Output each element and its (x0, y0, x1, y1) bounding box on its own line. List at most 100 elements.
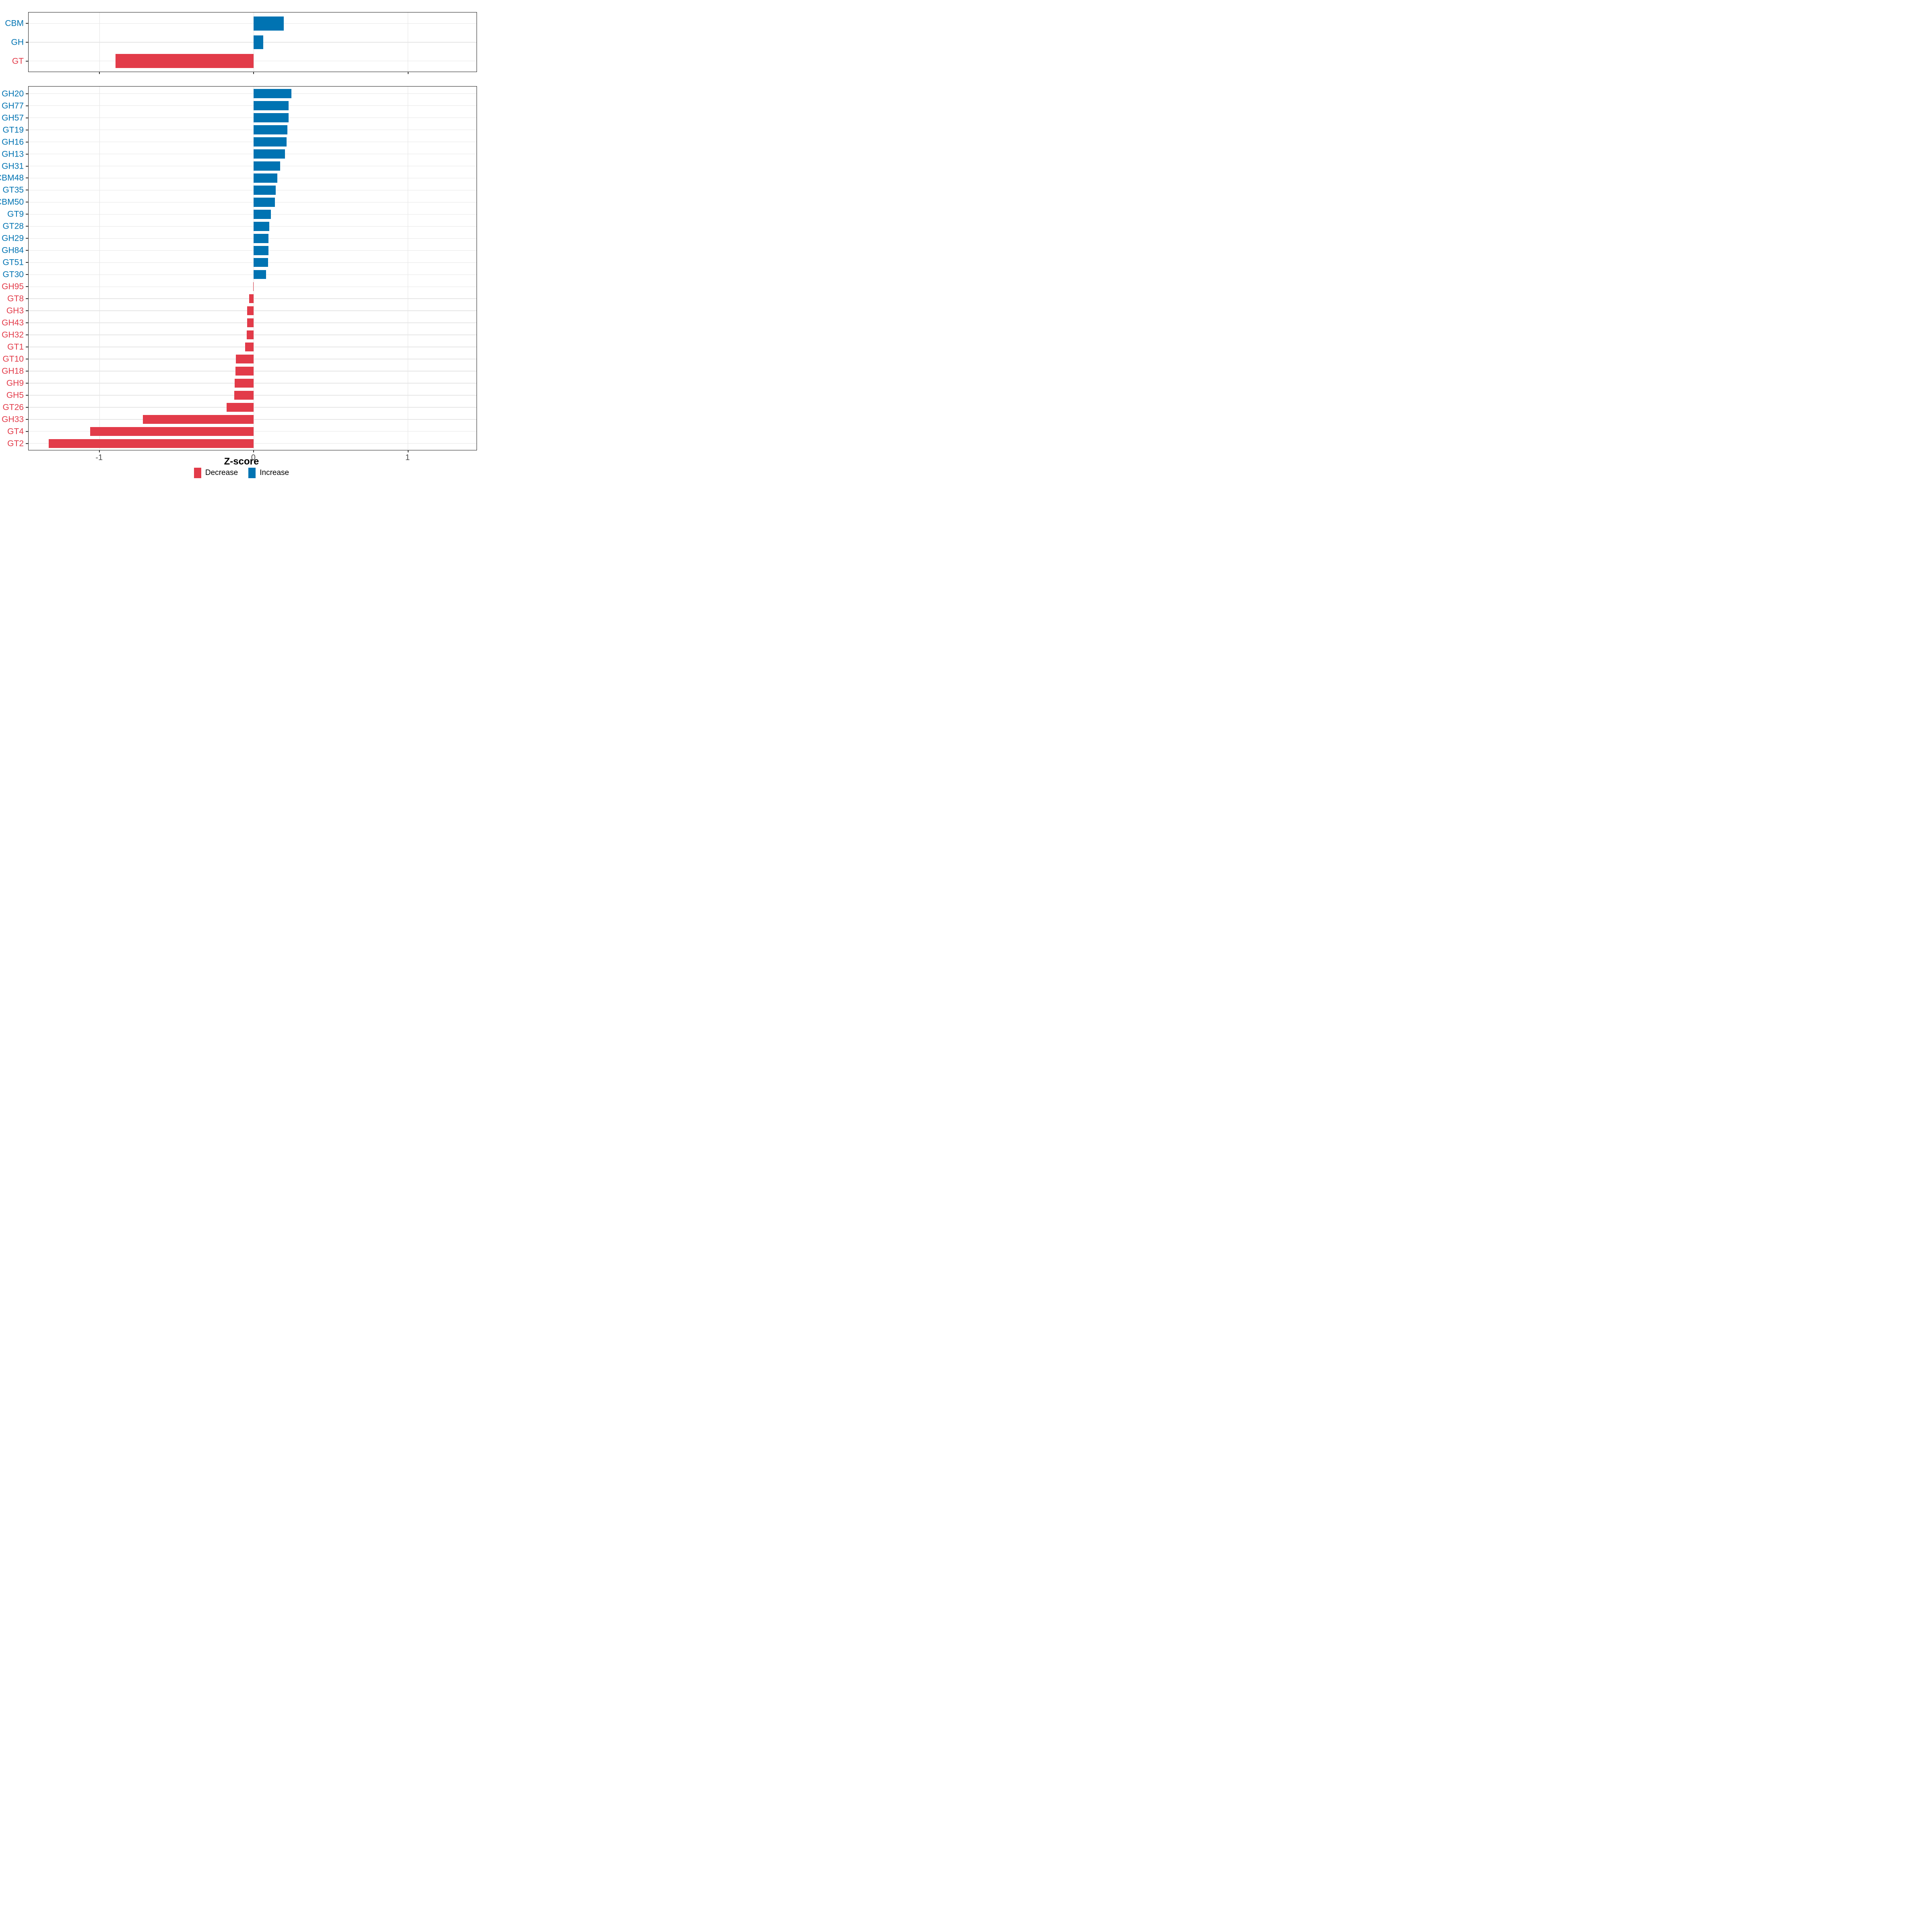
x-tick-label-1: 1 (405, 453, 410, 462)
bar-GT4 (90, 427, 254, 436)
category-label-GH43: GH43 (2, 318, 24, 328)
bar-GT19 (254, 125, 288, 134)
category-label-GT4: GT4 (7, 427, 24, 436)
x-tick--1-panel1 (99, 450, 100, 452)
bar-GT8 (249, 294, 254, 303)
bar-GT35 (254, 186, 276, 195)
y-tick-GH84 (26, 250, 29, 251)
category-label-CBM48: CBM48 (0, 173, 24, 183)
legend-entry-increase: Increase (248, 468, 289, 478)
y-tick-GH31 (26, 165, 29, 167)
category-label-GH95: GH95 (2, 282, 24, 291)
y-tick-GT30 (26, 274, 29, 275)
y-tick-GT26 (26, 407, 29, 408)
y-tick-GH9 (26, 382, 29, 384)
category-label-GT10: GT10 (2, 354, 24, 364)
gridline-row-GT9 (29, 214, 477, 215)
bar-GH43 (247, 318, 254, 328)
category-label-GT26: GT26 (2, 402, 24, 412)
y-tick-GH (26, 42, 29, 43)
category-label-GT30: GT30 (2, 270, 24, 279)
bar-GH5 (234, 390, 254, 400)
gridline-row-CBM (29, 23, 477, 24)
gridline-row-GH84 (29, 250, 477, 251)
legend-entry-decrease: Decrease (194, 468, 238, 478)
y-tick-GT8 (26, 298, 29, 299)
bar-GT1 (245, 342, 254, 352)
x-tick-1-panel1 (407, 450, 409, 452)
y-tick-GH5 (26, 394, 29, 396)
y-tick-GT28 (26, 226, 29, 227)
bar-GH32 (246, 330, 254, 340)
category-label-CBM: CBM (5, 19, 24, 28)
y-tick-GT (26, 60, 29, 62)
x-tick--1-panel0 (99, 71, 100, 74)
gridline-row-GH77 (29, 105, 477, 106)
category-label-GH32: GH32 (2, 330, 24, 340)
category-label-GH84: GH84 (2, 246, 24, 255)
gridline-row-GT28 (29, 226, 477, 227)
bar-GH3 (247, 306, 254, 316)
gridline-x--1 (99, 86, 100, 450)
category-label-GH57: GH57 (2, 113, 24, 123)
bar-GH13 (254, 149, 285, 159)
category-label-GT51: GT51 (2, 258, 24, 267)
category-label-GH33: GH33 (2, 415, 24, 424)
category-label-GH: GH (11, 37, 24, 47)
legend-swatch-increase (248, 468, 256, 478)
y-tick-GT2 (26, 443, 29, 444)
gridline-row-GH20 (29, 93, 477, 94)
category-label-GH13: GH13 (2, 149, 24, 159)
panel-cazyme-class-summary: CBM GH GT (5, 12, 477, 74)
legend-label-decrease: Decrease (205, 469, 238, 477)
bar-GH18 (235, 366, 254, 376)
x-tick-label--1: -1 (95, 453, 103, 462)
y-tick-GH13 (26, 153, 29, 155)
category-label-GH20: GH20 (2, 89, 24, 99)
legend-label-increase: Increase (260, 469, 289, 477)
bar-GH29 (254, 234, 269, 243)
bar-GT28 (254, 222, 270, 231)
category-label-GH9: GH9 (6, 378, 24, 388)
bar-GT30 (254, 270, 266, 279)
bar-GT10 (235, 354, 254, 364)
bar-GH57 (254, 113, 289, 122)
category-label-GT19: GT19 (2, 125, 24, 135)
bar-GT51 (254, 258, 268, 267)
y-tick-GH3 (26, 310, 29, 312)
bar-GH95 (253, 282, 254, 291)
x-tick-label-0: 0 (251, 453, 256, 462)
x-tick-0-panel0 (253, 71, 254, 74)
category-label-GH3: GH3 (6, 306, 24, 316)
bar-GH16 (254, 137, 287, 147)
x-tick-0-panel1 (253, 450, 254, 452)
bar-GH77 (254, 101, 289, 110)
gridline-row-GH29 (29, 238, 477, 239)
y-tick-GH29 (26, 238, 29, 239)
bar-GH20 (254, 89, 292, 98)
category-label-GH18: GH18 (2, 366, 24, 376)
bar-GH9 (234, 378, 254, 388)
bar-GH33 (142, 415, 254, 424)
bar-CBM50 (254, 198, 275, 207)
bar-GH84 (254, 246, 268, 255)
y-tick-GH95 (26, 286, 29, 287)
y-tick-GT51 (26, 262, 29, 263)
category-label-GT28: GT28 (2, 221, 24, 231)
category-label-GH31: GH31 (2, 161, 24, 171)
bar-CBM (254, 16, 284, 31)
panel-cazyme-family-detail: GH20 GH77 GH57 GT19 GH16 GH13 GH31 CBM48 GT35 CBM… (0, 86, 477, 452)
zscore-bar-chart: Z-score Decrease Increase CBM GH GT GH20 GH7… (0, 0, 483, 483)
y-tick-GH32 (26, 334, 29, 336)
y-tick-GT4 (26, 431, 29, 432)
category-label-GH16: GH16 (2, 137, 24, 147)
category-label-GT9: GT9 (7, 209, 24, 219)
category-label-CBM50: CBM50 (0, 197, 24, 207)
y-tick-GH18 (26, 370, 29, 372)
legend: Decrease Increase (0, 468, 483, 478)
bar-GH (254, 35, 264, 50)
category-label-GT35: GT35 (2, 185, 24, 195)
category-label-GT2: GT2 (7, 439, 24, 448)
legend-swatch-decrease (194, 468, 201, 478)
bar-GT26 (226, 402, 254, 412)
